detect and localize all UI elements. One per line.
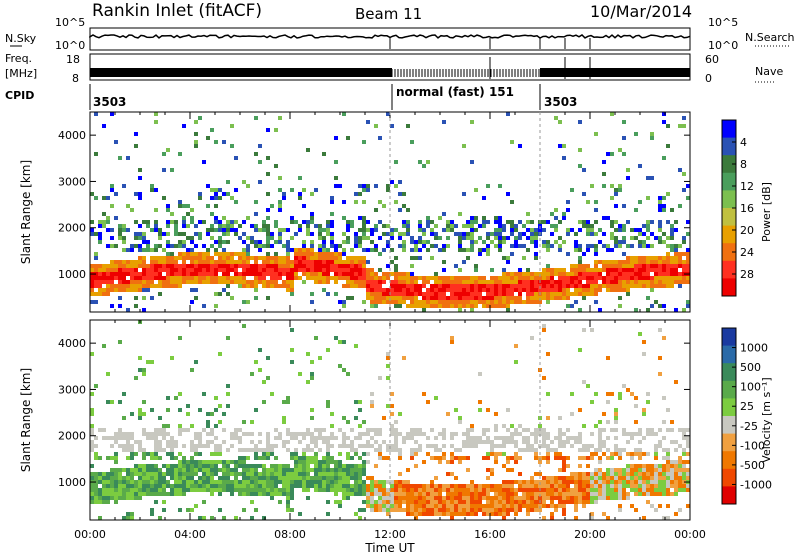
noise-tick-top: 10^5 — [55, 16, 85, 29]
cpid-entry-3: 3503 — [544, 95, 577, 109]
beam-label: Beam 11 — [355, 5, 422, 23]
noise-panel: N.Sky 10^5 10^0 10^5 10^0 N.Search — [5, 16, 795, 52]
colorbar-segment — [722, 451, 736, 470]
colorbar-frame — [721, 327, 737, 505]
colorbar-segment — [722, 398, 736, 417]
colorbar-segment — [722, 120, 736, 139]
colorbar-tick-label: -1000 — [740, 478, 772, 491]
y-tick-label: 3000 — [58, 175, 86, 188]
y-tick-label: 1000 — [58, 268, 86, 281]
noise-tick-bottom-right: 10^0 — [708, 39, 738, 52]
y-tick-label: 2000 — [58, 430, 86, 443]
power-panel: 1000 2000 3000 4000 Slant Range [km] — [19, 111, 691, 313]
power-axes: 1000 2000 3000 4000 — [58, 112, 691, 312]
x-tick-label: 00:00 — [674, 528, 706, 541]
date-label: 10/Mar/2014 — [590, 2, 692, 21]
noise-tick-bottom: 10^0 — [55, 39, 85, 52]
colorbar-segment — [722, 260, 736, 279]
colorbar-segment — [722, 278, 736, 297]
colorbar-segment — [722, 208, 736, 227]
x-tick-label: 00:00 — [74, 528, 106, 541]
colorbar-segment — [722, 328, 736, 347]
x-tick-label: 12:00 — [374, 528, 406, 541]
colorbar-tick-label: 28 — [740, 268, 754, 281]
y-tick-label: 2000 — [58, 222, 86, 235]
cpid-label: CPID — [5, 89, 34, 102]
colorbar-segment — [722, 433, 736, 452]
x-tick-label: 16:00 — [474, 528, 506, 541]
colorbar-tick-label: 25 — [740, 400, 754, 413]
x-tick-label: 20:00 — [574, 528, 606, 541]
y-tick-label: 1000 — [58, 476, 86, 489]
colorbar-segment — [722, 172, 736, 191]
colorbar-tick-label: 8 — [740, 158, 747, 171]
freq-band — [540, 68, 690, 77]
colorbar-segment — [722, 243, 736, 262]
colorbar-tick-label: 24 — [740, 246, 754, 259]
colorbar-segment — [722, 155, 736, 174]
x-tick-label: 04:00 — [174, 528, 206, 541]
colorbar-segment — [722, 137, 736, 156]
velocity-axes: 1000 2000 3000 4000 00:00 04:00 08:00 12:00 16:0… — [58, 320, 706, 541]
colorbar-segment — [722, 225, 736, 244]
velocity-colorbar-label: Velocity [m s⁻¹] — [760, 377, 773, 462]
colorbar-segment — [722, 380, 736, 399]
colorbar-tick-label: 12 — [740, 180, 754, 193]
colorbar-tick-label: -500 — [740, 459, 765, 472]
velocity-colorbar: 1000 500 100 25 -25 -100 -500 -1000 — [721, 327, 772, 505]
colorbar-segment — [722, 363, 736, 382]
power-ylabel: Slant Range [km] — [19, 160, 33, 264]
colorbar-segment — [722, 468, 736, 487]
nsky-label: N.Sky — [5, 32, 37, 45]
noise-trace — [89, 34, 691, 49]
freq-tick-top: 18 — [66, 53, 80, 66]
nave-label: Nave — [755, 65, 783, 78]
colorbar-segment — [722, 416, 736, 435]
velocity-heatmap — [90, 320, 690, 520]
noise-line — [89, 34, 691, 39]
freq-unit: [MHz] — [5, 67, 37, 80]
colorbar-tick-label: -100 — [740, 439, 765, 452]
station-title: Rankin Inlet (fitACF) — [92, 1, 262, 21]
colorbar-tick-label: -25 — [740, 420, 758, 433]
x-tick-label: 08:00 — [274, 528, 306, 541]
colorbar-segment — [722, 345, 736, 364]
power-colorbar-label: Power [dB] — [760, 182, 773, 242]
freq-trace — [90, 57, 690, 79]
y-tick-label: 3000 — [58, 383, 86, 396]
colorbar-tick-label: 4 — [740, 136, 747, 149]
power-colorbar: 4 8 12 16 20 24 28 — [721, 119, 754, 297]
cpid-panel: CPID 3503 normal (fast) 151 3503 — [5, 84, 577, 110]
freq-band — [90, 68, 392, 77]
freq-label: Freq. — [5, 52, 32, 65]
velocity-panel: 1000 2000 3000 4000 00:00 04:00 08:00 12:00 16:0… — [19, 319, 706, 554]
colorbar-tick-label: 1000 — [740, 342, 768, 355]
time-xlabel: Time UT — [364, 541, 415, 554]
nave-tick-top: 60 — [705, 53, 719, 66]
colorbar-tick-label: 20 — [740, 224, 754, 237]
nave-tick-bottom: 0 — [705, 72, 712, 85]
y-tick-label: 4000 — [58, 129, 86, 142]
freq-tick-bottom: 8 — [72, 72, 79, 85]
power-heatmap — [90, 112, 690, 312]
freq-panel: Freq. [MHz] 18 8 60 0 Nave — [5, 52, 783, 85]
colorbar-tick-label: 100 — [740, 381, 761, 394]
cpid-entry-2: normal (fast) 151 — [396, 85, 514, 99]
noise-tick-top-right: 10^5 — [708, 16, 738, 29]
colorbar-tick-label: 16 — [740, 202, 754, 215]
colorbar-tick-label: 500 — [740, 361, 761, 374]
y-tick-label: 4000 — [58, 337, 86, 350]
nsearch-label: N.Search — [745, 31, 795, 44]
colorbar-segment — [722, 486, 736, 505]
colorbar-segment — [722, 190, 736, 209]
cpid-entry-1: 3503 — [93, 95, 126, 109]
velocity-ylabel: Slant Range [km] — [19, 368, 33, 472]
